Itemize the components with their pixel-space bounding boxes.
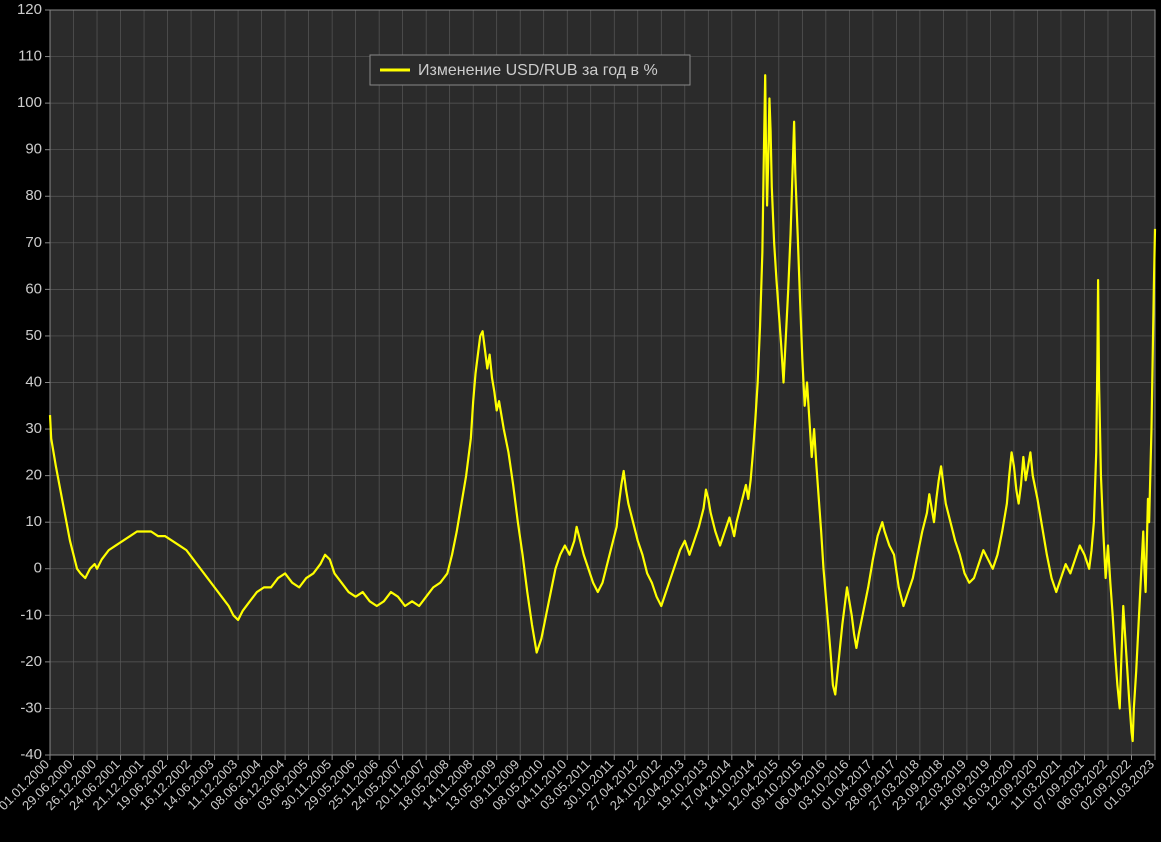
chart-svg: -40-30-20-100102030405060708090100110120…: [0, 0, 1161, 842]
chart-container: -40-30-20-100102030405060708090100110120…: [0, 0, 1161, 842]
y-tick-label: 60: [25, 280, 42, 297]
y-tick-label: 0: [34, 560, 42, 577]
y-tick-label: -30: [20, 699, 42, 716]
y-tick-label: 100: [17, 94, 42, 111]
y-tick-label: 70: [25, 234, 42, 251]
y-tick-label: 40: [25, 373, 42, 390]
y-tick-label: 80: [25, 187, 42, 204]
y-tick-label: 120: [17, 1, 42, 18]
legend-label: Изменение USD/RUB за год в %: [418, 62, 658, 79]
y-tick-label: 90: [25, 141, 42, 158]
y-tick-label: -20: [20, 653, 42, 670]
y-tick-label: 110: [18, 48, 42, 65]
y-tick-label: 50: [25, 327, 42, 344]
y-tick-label: -10: [20, 606, 42, 623]
y-tick-label: 10: [25, 513, 42, 530]
y-tick-label: 30: [25, 420, 42, 437]
y-tick-label: 20: [25, 467, 42, 484]
